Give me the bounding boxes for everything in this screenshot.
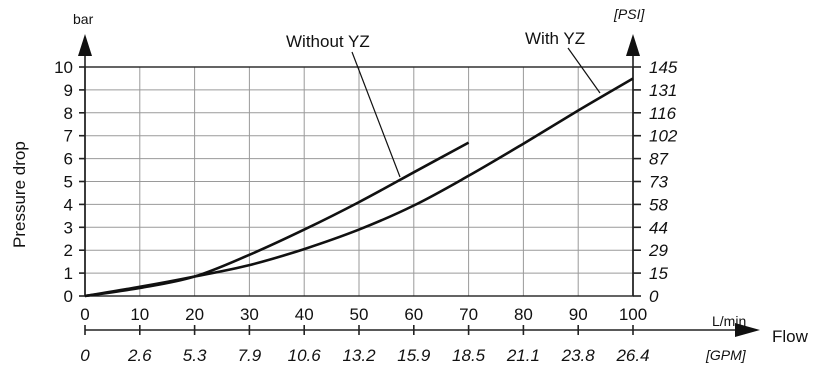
y-tick-label: 1 [64,264,73,283]
y-secondary-tick-label: 145 [649,58,678,77]
y-tick-label: 6 [64,150,73,169]
series-label-without-yz: Without YZ [286,32,370,51]
x-tick-label: 20 [185,305,204,324]
y-secondary-tick-label: 87 [649,150,668,169]
y-tick-label: 2 [64,241,73,260]
y-secondary-tick-label: 73 [649,173,668,192]
x-tick-label: 60 [404,305,423,324]
x-secondary-tick-label: 5.3 [183,346,207,365]
series [84,77,634,298]
x-secondary-tick-label: 26.4 [615,346,649,365]
y-unit-left: bar [73,11,94,27]
x-secondary-tick-label: 10.6 [288,346,322,365]
y-tick-label: 7 [64,127,73,146]
tick-labels: 00102.6205.3307.94010.65013.26015.97018.… [54,58,678,365]
y-tick-label: 10 [54,58,73,77]
x-unit-primary: L/min [712,313,746,329]
x-secondary-tick-label: 2.6 [127,346,152,365]
x-secondary-tick-label: 23.8 [561,346,596,365]
y-tick-label: 9 [64,81,73,100]
x-secondary-tick-label: 18.5 [452,346,486,365]
leader-without-yz [351,51,401,178]
y-axis-label: Pressure drop [10,141,29,248]
x-tick-label: 10 [130,305,149,324]
x-tick-label: 90 [569,305,588,324]
x-secondary-tick-label: 21.1 [506,346,540,365]
y-axis-right-arrow [626,34,640,56]
y-secondary-tick-label: 58 [649,195,668,214]
x-tick-label: 50 [350,305,369,324]
series-label-with-yz: With YZ [525,29,585,48]
y-secondary-tick-label: 29 [648,241,668,260]
x-secondary-tick-label: 15.9 [397,346,431,365]
y-tick-label: 0 [64,287,73,306]
y-axis-left-arrow [78,34,92,56]
x-tick-label: 80 [514,305,533,324]
x-unit-secondary: [GPM] [705,347,747,363]
x-secondary-tick-label: 13.2 [342,346,376,365]
y-secondary-tick-label: 131 [649,81,677,100]
y-secondary-tick-label: 15 [649,264,668,283]
y-secondary-tick-label: 116 [649,104,677,123]
x-secondary-tick-label: 7.9 [238,346,262,365]
y-tick-label: 5 [64,173,73,192]
x-tick-label: 30 [240,305,259,324]
y-secondary-tick-label: 0 [649,287,659,306]
x-axis-arrow [735,323,760,337]
leader-with-yz [567,47,601,94]
series-line-with-yz [84,77,634,298]
y-tick-label: 3 [64,218,73,237]
y-secondary-tick-label: 102 [649,127,678,146]
y-tick-label: 8 [64,104,73,123]
x-tick-label: 100 [619,305,647,324]
x-tick-label: 40 [295,305,314,324]
x-tick-label: 70 [459,305,478,324]
grid [85,67,633,296]
x-secondary-tick-label: 0 [80,346,90,365]
y-unit-right: [PSI] [613,6,645,22]
x-tick-label: 0 [80,305,89,324]
x-axis-label: Flow [772,327,809,346]
y-secondary-tick-label: 44 [649,218,668,237]
y-tick-label: 4 [64,195,73,214]
